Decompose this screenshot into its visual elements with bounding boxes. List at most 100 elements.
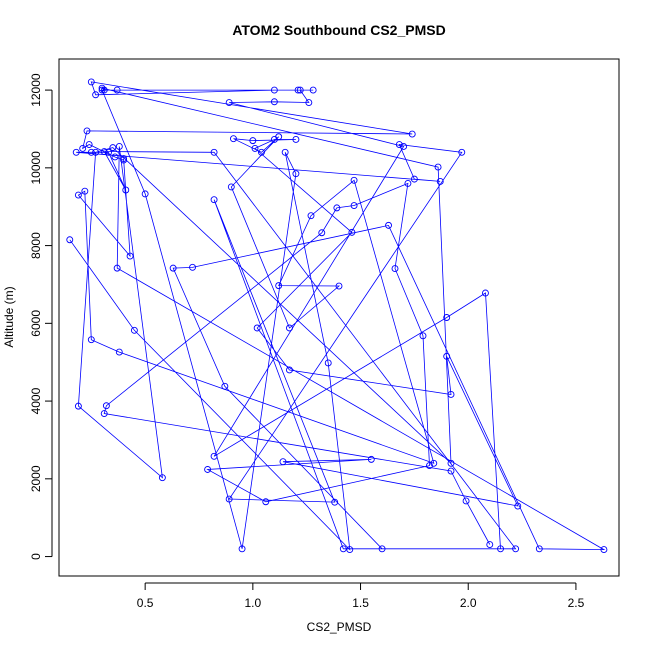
y-tick-label: 12000 [29,73,43,107]
data-point [87,148,95,156]
data-point [189,263,196,271]
data-point [281,148,289,156]
data-point [100,86,108,94]
data-point [275,282,283,290]
data-point [346,546,354,554]
data-point [210,452,218,460]
data-point [253,324,261,332]
data-point [324,359,332,367]
data-point [87,336,95,344]
data-point [350,202,358,209]
data-point [350,176,358,184]
x-tick-label: 2.5 [568,596,585,610]
data-point [126,252,134,260]
data-point [120,155,128,162]
data-point [92,91,100,99]
data-point [221,382,229,390]
data-point [100,410,108,417]
data-point [262,498,270,506]
data-point [225,99,233,106]
data-point [408,130,416,138]
data-point [210,148,218,156]
data-point [497,545,504,553]
data-point [115,143,123,150]
data-point [279,458,287,466]
data-point [109,144,117,152]
x-axis: 0.5 1.0 1.5 2.0 2.5 [137,582,585,610]
data-point [238,545,246,553]
data-point [204,466,212,473]
data-point [98,84,106,92]
data-point [100,148,108,155]
data-point [385,221,392,229]
data-point [296,86,304,94]
y-axis-label: Altitude (m) [2,286,16,347]
series-line [69,81,606,551]
data-point [400,143,408,150]
data-point [458,148,466,156]
data-point [404,179,412,187]
data-point [395,141,403,148]
data-point [130,326,138,334]
data-point [335,282,343,290]
data-point [102,402,110,410]
data-point [225,495,233,503]
data-point [292,170,300,178]
y-tick-label: 4000 [29,387,43,414]
data-point [426,462,433,470]
x-tick-label: 2.0 [460,596,477,610]
data-point [74,191,82,199]
y-axis: 0 2000 4000 6000 8000 10000 12000 [29,73,53,560]
data-point [249,137,257,145]
data-point [227,183,235,191]
data-point [447,391,455,398]
data-point [230,135,237,143]
data-point [122,186,130,194]
data-point [305,99,313,106]
data-point [447,467,455,475]
data-point [158,474,166,482]
data-point [141,190,149,198]
data-point [292,136,300,143]
data-point [113,86,121,94]
data-point [331,498,339,506]
data-point [391,265,399,272]
data-point [111,153,119,161]
data-point [286,366,293,374]
data-point [309,86,317,94]
data-point [443,314,451,321]
data-point [270,86,278,94]
data-point [462,497,470,505]
y-tick-label: 0 [29,553,43,560]
plot-frame [58,58,620,577]
y-tick-label: 2000 [29,465,43,492]
data-point [514,502,522,510]
data-point [348,228,356,236]
data-point [434,163,442,171]
data-point [333,204,341,212]
data-point [447,459,455,467]
data-point [378,545,386,553]
data-point [512,545,520,553]
data-point [105,148,112,156]
data-point [92,148,100,156]
y-tick-label: 10000 [29,151,43,185]
y-tick-label: 6000 [29,310,43,337]
data-point [270,98,278,106]
chart-title: ATOM2 Southbound CS2_PMSD [232,22,445,38]
data-point [210,196,218,204]
data-point [443,352,451,360]
data-point [251,144,259,152]
data-point [72,148,80,156]
data-point [113,264,121,272]
data-point [81,187,89,195]
data-point [419,332,427,340]
data-point [535,545,543,553]
data-point [294,86,302,94]
x-tick-label: 1.0 [245,596,262,610]
data-point [169,264,177,272]
x-tick-label: 1.5 [352,596,369,610]
data-point [482,289,489,297]
